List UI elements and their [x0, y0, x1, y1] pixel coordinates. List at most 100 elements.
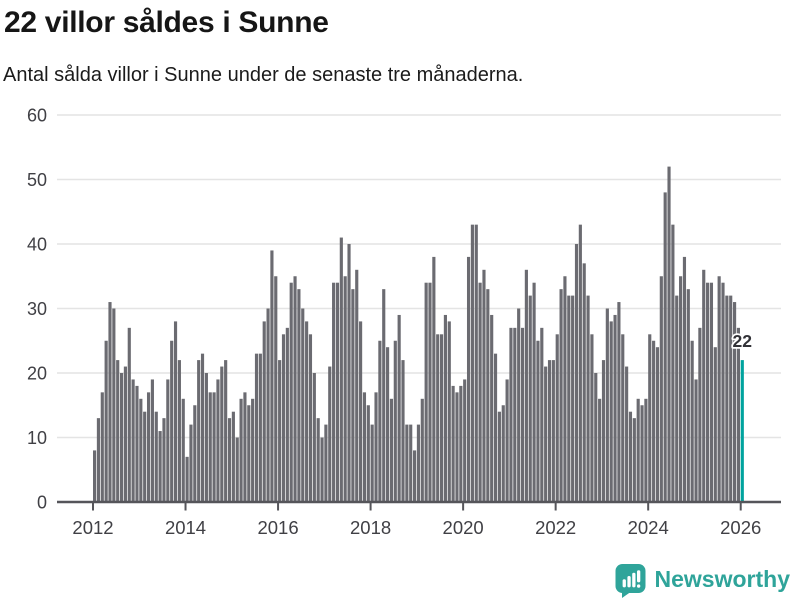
bar	[332, 282, 336, 502]
bar	[258, 353, 262, 502]
bar	[698, 327, 702, 502]
bar	[540, 327, 544, 502]
bar	[679, 276, 683, 502]
bar	[389, 398, 394, 502]
bar	[150, 379, 154, 502]
bar	[478, 282, 482, 502]
bar	[482, 269, 486, 502]
bar	[675, 295, 679, 502]
bar	[505, 379, 509, 502]
y-tick-label: 0	[37, 493, 47, 513]
y-tick-label: 60	[27, 106, 47, 126]
bar	[104, 340, 108, 502]
bar	[563, 276, 567, 502]
newsworthy-brand-text: Newsworthy	[654, 566, 790, 592]
highlight-value-label: 22	[733, 331, 753, 351]
bar	[227, 418, 232, 502]
bar	[559, 289, 563, 502]
x-tick-label: 2020	[443, 517, 484, 538]
bar	[497, 411, 501, 502]
bar	[644, 398, 648, 502]
bar	[100, 392, 104, 502]
bar	[135, 385, 139, 502]
bar	[628, 411, 633, 502]
bar	[721, 282, 725, 502]
bar	[270, 250, 274, 502]
bar	[243, 392, 247, 502]
bar	[247, 405, 251, 502]
bar	[146, 392, 151, 502]
bar	[544, 366, 548, 502]
bar	[451, 385, 455, 502]
bar	[154, 411, 158, 502]
bar	[617, 302, 621, 502]
bar	[231, 411, 235, 502]
y-tick-label: 40	[27, 235, 47, 255]
bar	[690, 340, 694, 502]
bar	[131, 379, 135, 502]
bar	[648, 334, 652, 502]
bar	[532, 282, 536, 502]
bar	[320, 437, 324, 502]
newsworthy-logo-icon	[615, 564, 646, 598]
bar	[262, 321, 266, 502]
bar	[443, 314, 447, 502]
bar	[659, 276, 663, 502]
bar	[729, 295, 733, 502]
bar	[682, 256, 687, 502]
bar	[281, 334, 286, 502]
bar	[359, 321, 363, 502]
y-tick-label: 30	[27, 299, 47, 319]
bar	[96, 418, 101, 502]
bar	[686, 289, 690, 502]
bar	[571, 295, 575, 502]
bar	[347, 244, 351, 502]
bar	[613, 314, 617, 502]
bar	[509, 327, 513, 502]
bar	[204, 373, 208, 502]
bar	[355, 269, 359, 502]
bar	[177, 360, 181, 502]
bar	[663, 192, 667, 502]
bar	[501, 405, 505, 502]
bar	[254, 353, 259, 502]
bar	[166, 379, 170, 502]
bar	[362, 392, 367, 502]
bar	[652, 340, 656, 502]
y-tick-label: 50	[27, 170, 47, 190]
bar	[301, 308, 305, 502]
bar	[378, 340, 382, 502]
bar	[493, 353, 498, 502]
bar	[625, 366, 629, 502]
bar	[621, 334, 625, 502]
bar	[308, 334, 313, 502]
bar	[351, 289, 355, 502]
bar	[216, 379, 220, 502]
bar	[432, 256, 436, 502]
bar	[297, 289, 301, 502]
x-axis: 2012 2014 2016 2018 2020 2022 2024 2026	[57, 500, 781, 538]
bar	[200, 353, 205, 502]
bar	[185, 456, 189, 502]
bar	[208, 392, 212, 502]
bar	[567, 295, 571, 502]
bar	[428, 282, 432, 502]
bar	[547, 360, 552, 502]
y-axis-labels: 0 10 20 30 40 50 60	[27, 106, 47, 513]
bar	[536, 340, 540, 502]
bar	[370, 424, 374, 502]
bar	[671, 224, 675, 502]
bar	[112, 308, 116, 502]
bar	[123, 366, 127, 502]
bar	[393, 340, 397, 502]
bar	[139, 398, 143, 502]
bar	[578, 224, 582, 502]
bar	[181, 398, 185, 502]
bar	[636, 398, 640, 502]
bar	[220, 366, 224, 502]
bar	[528, 295, 532, 502]
bar	[285, 327, 289, 502]
bar	[235, 437, 239, 502]
bar	[694, 379, 698, 502]
